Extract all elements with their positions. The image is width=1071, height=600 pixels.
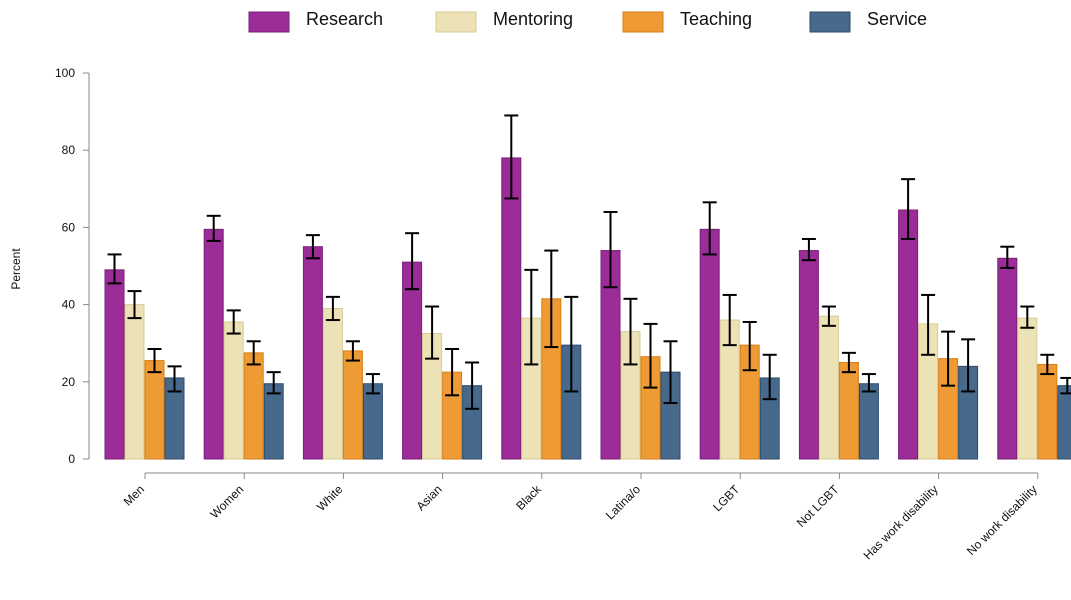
y-tick-label: 40 [62,298,76,312]
bars [105,158,1071,459]
bar-research [799,251,818,459]
bar-service [1058,386,1071,459]
legend-swatch [623,12,663,32]
legend-label: Service [867,9,927,29]
legend-swatch [249,12,289,32]
x-tick-label: Not LGBT [794,482,842,530]
legend-swatch [436,12,476,32]
y-tick-label: 20 [62,375,76,389]
legend-swatch [810,12,850,32]
legend: Research Mentoring Teaching Service [249,9,927,32]
bar-mentoring [819,316,838,459]
bar-mentoring [323,308,342,459]
y-tick-label: 0 [68,452,75,466]
legend-label: Mentoring [493,9,573,29]
bar-research [998,258,1017,459]
legend-item-research: Research [249,9,383,32]
bar-research [899,210,918,459]
y-tick-label: 80 [62,143,76,157]
legend-item-service: Service [810,9,927,32]
x-tick-label: No work disability [964,482,1040,558]
x-tick-label: Latina/o [603,482,643,522]
bar-research [700,229,719,459]
y-tick-label: 60 [62,220,76,234]
bar-research [502,158,521,459]
bar-service [264,384,283,459]
y-tick-label: 100 [55,66,75,80]
bar-teaching [244,353,263,459]
bar-service [859,384,878,459]
bar-mentoring [1018,318,1037,459]
bar-research [204,229,223,459]
x-tick-label: Women [207,482,246,521]
x-tick-label: LGBT [710,482,743,515]
x-tick-label: Asian [414,482,445,513]
bar-teaching [839,363,858,460]
legend-item-mentoring: Mentoring [436,9,573,32]
bar-research [105,270,124,459]
x-tick-label: Has work disability [861,482,941,562]
y-axis-title: Percent [9,248,23,290]
bar-teaching [343,351,362,459]
x-tick-label: Black [513,482,544,513]
bar-service [363,384,382,459]
bar-research [303,247,322,459]
legend-item-teaching: Teaching [623,9,752,32]
bar-teaching [1038,364,1057,459]
bar-teaching [145,361,164,459]
bar-mentoring [224,322,243,459]
bar-research [403,262,422,459]
x-tick-label: White [314,482,346,514]
x-tick-label: Men [121,482,147,508]
bar-mentoring [125,305,144,459]
legend-label: Research [306,9,383,29]
legend-label: Teaching [680,9,752,29]
